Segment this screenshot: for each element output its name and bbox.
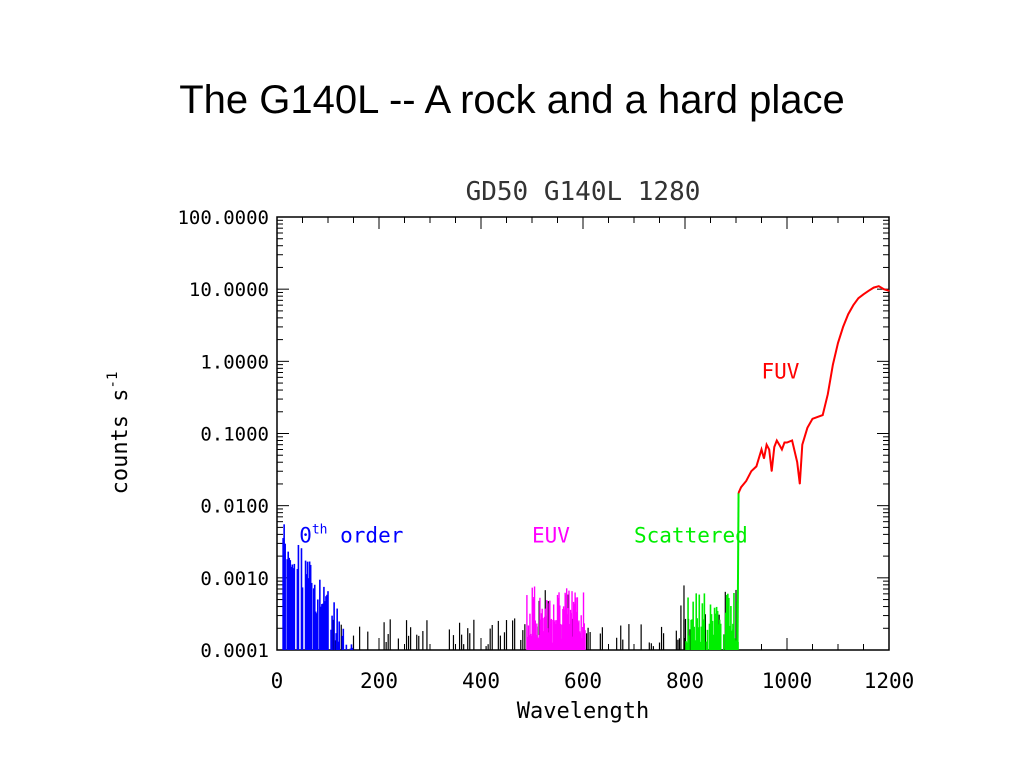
fuv-data-point bbox=[847, 313, 849, 315]
fuv-data-point bbox=[745, 480, 747, 482]
series-layer bbox=[737, 285, 890, 494]
fuv-data-point bbox=[811, 418, 814, 420]
y-tick-label: 10.0000 bbox=[189, 279, 269, 301]
x-tick-label: 0 bbox=[271, 669, 284, 693]
fuv-data-point bbox=[786, 441, 788, 444]
fuv-data-point bbox=[771, 470, 773, 472]
fuv-data-point bbox=[773, 446, 775, 448]
fuv-data-point bbox=[862, 293, 865, 295]
fuv-series-line bbox=[737, 285, 890, 494]
fuv-data-point bbox=[766, 444, 768, 446]
fuv-data-point bbox=[857, 297, 860, 299]
fuv-data-point bbox=[796, 461, 798, 463]
chart-title: GD50 G140L 1280 bbox=[466, 177, 701, 207]
annotation-label: EUV bbox=[532, 523, 570, 547]
fuv-data-point bbox=[750, 470, 752, 472]
x-tick-label: 400 bbox=[462, 669, 500, 693]
fuv-data-point bbox=[776, 439, 778, 442]
y-axis-label-superscript: -1 bbox=[105, 372, 121, 389]
y-tick-label: 0.0100 bbox=[200, 496, 269, 518]
fuv-data-point bbox=[832, 364, 834, 366]
scattered-edge bbox=[736, 492, 740, 651]
fuv-data-point bbox=[799, 483, 801, 485]
fuv-data-point bbox=[827, 393, 829, 395]
y-tick-label: 100.0000 bbox=[177, 207, 269, 229]
plot-frame bbox=[276, 216, 890, 651]
fuv-data-point bbox=[883, 288, 885, 290]
fuv-data-point bbox=[852, 304, 854, 306]
slide-title: The G140L -- A rock and a hard place bbox=[179, 78, 845, 122]
y-axis-label-text: counts s bbox=[108, 388, 133, 494]
annotation-label: Scattered bbox=[634, 523, 748, 547]
fuv-data-point bbox=[837, 342, 839, 344]
fuv-data-point bbox=[760, 448, 763, 451]
fuv-data-point bbox=[783, 441, 786, 444]
x-tick-label: 200 bbox=[360, 669, 398, 693]
fuv-data-point bbox=[888, 290, 890, 292]
fuv-data-point bbox=[842, 326, 844, 328]
y-tick-label: 1.0000 bbox=[200, 351, 269, 373]
x-axis-label: Wavelength bbox=[517, 699, 649, 724]
fuv-data-point bbox=[768, 448, 770, 451]
fuv-data-point bbox=[778, 444, 780, 446]
fuv-data-point bbox=[737, 492, 740, 494]
fuv-data-point bbox=[791, 439, 793, 442]
fuv-data-point bbox=[755, 465, 758, 468]
fuv-data-point bbox=[763, 457, 765, 460]
x-tick-label: 600 bbox=[564, 669, 602, 693]
x-tick-label: 1200 bbox=[864, 669, 915, 693]
y-tick-label: 0.0001 bbox=[200, 640, 269, 662]
fuv-data-point bbox=[868, 290, 870, 292]
fuv-data-point bbox=[817, 416, 819, 418]
y-tick-label: 0.0010 bbox=[200, 568, 269, 590]
fuv-data-point bbox=[801, 444, 803, 446]
y-axis-label: counts s-1 bbox=[105, 372, 133, 495]
fuv-data-point bbox=[781, 448, 783, 451]
fuv-data-point bbox=[878, 285, 880, 287]
noise-marks bbox=[282, 492, 740, 651]
y-tick-label: 0.1000 bbox=[200, 424, 269, 446]
fuv-data-point bbox=[822, 414, 824, 416]
x-tick-label: 800 bbox=[666, 669, 704, 693]
x-tick-label: 1000 bbox=[762, 669, 813, 693]
annotation-label: FUV bbox=[762, 359, 800, 383]
fuv-data-point bbox=[740, 486, 742, 488]
fuv-data-point bbox=[806, 427, 809, 429]
fuv-data-point bbox=[873, 287, 875, 289]
axes: 0 200 400 600 800 1000 1200 0.0001 0.0010 0.0100 0… bbox=[177, 207, 914, 693]
annotation-label: 0th order bbox=[299, 522, 403, 547]
annotations: 0th order EUV Scattered FUV bbox=[299, 359, 800, 547]
